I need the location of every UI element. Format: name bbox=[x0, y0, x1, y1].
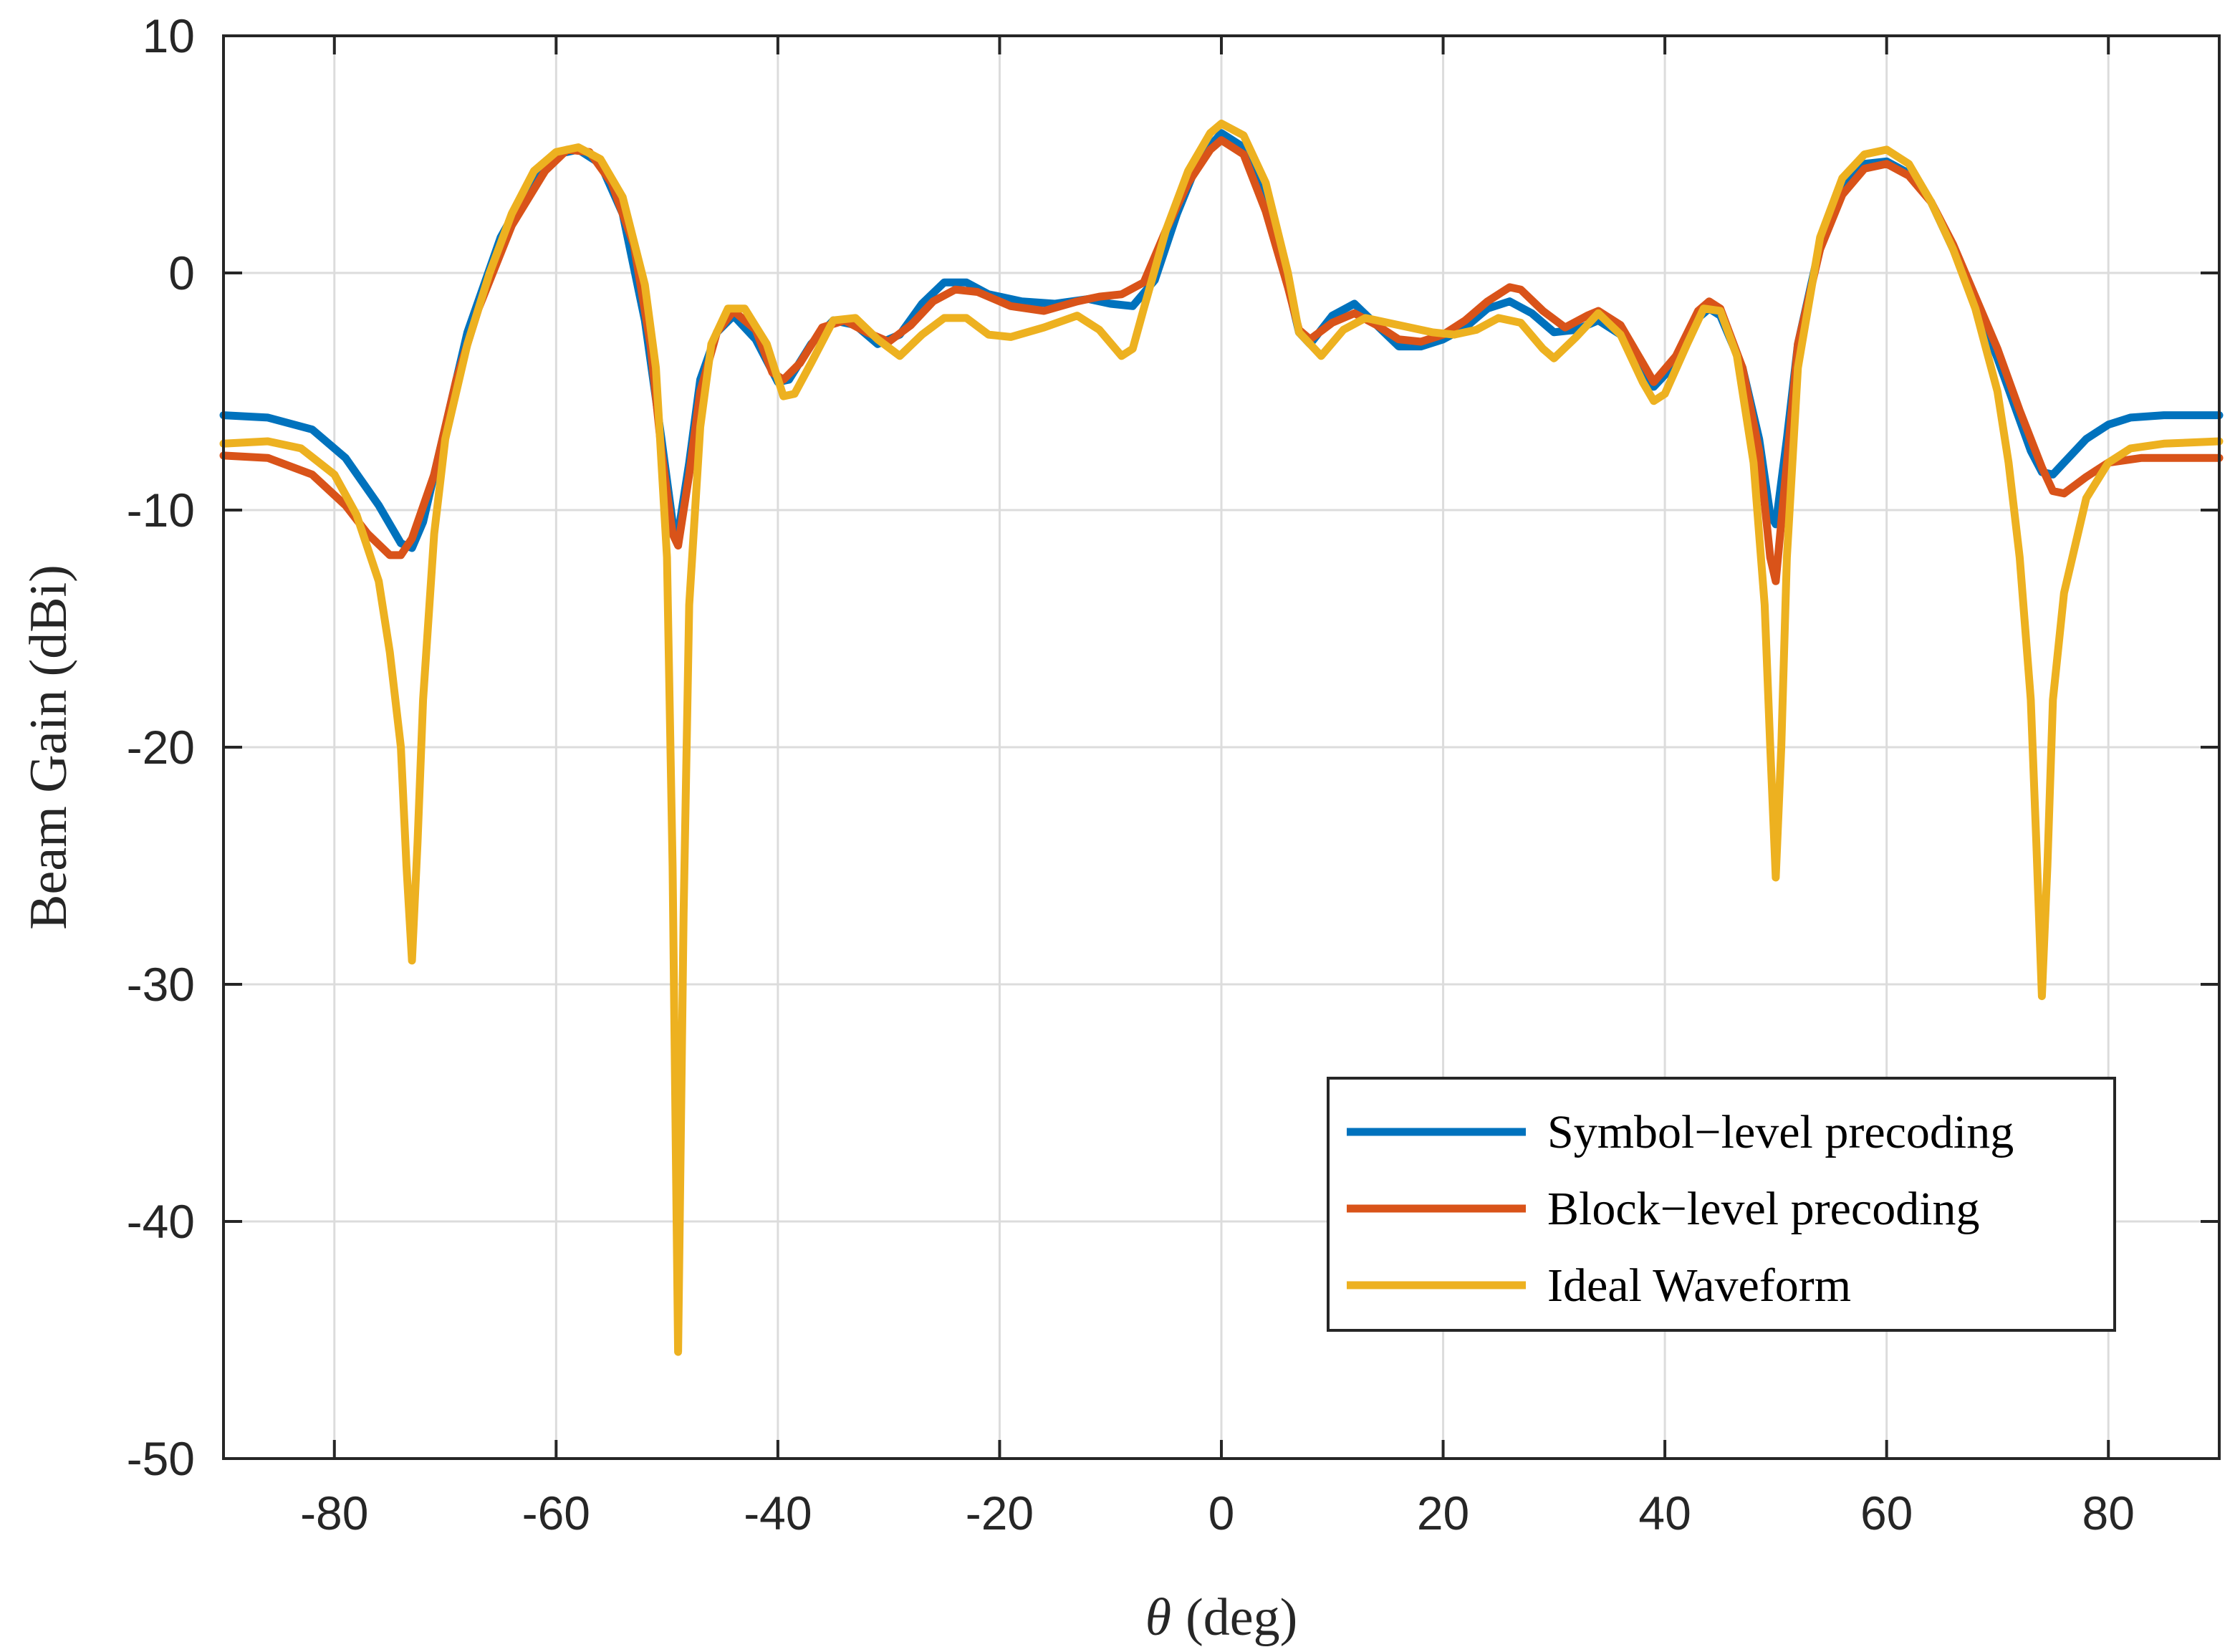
y-tick-label: -20 bbox=[127, 721, 195, 774]
legend-label-symbol-level-precoding: Symbol−level precoding bbox=[1547, 1106, 2014, 1158]
legend: Symbol−level precoding Block−level precod… bbox=[1327, 1077, 2116, 1332]
x-tick-label: -80 bbox=[300, 1487, 368, 1540]
y-tick-labels: 10 0 -10 -20 -30 -40 -50 bbox=[127, 9, 195, 1485]
y-tick-label: -40 bbox=[127, 1195, 195, 1248]
x-tick-label: -40 bbox=[744, 1487, 812, 1540]
x-tick-labels: -80 -60 -40 -20 0 20 40 60 80 bbox=[300, 1487, 2135, 1540]
x-axis-title: θ (deg) bbox=[1145, 1588, 1298, 1647]
x-axis-symbol: θ bbox=[1145, 1588, 1171, 1647]
legend-label-ideal-waveform: Ideal Waveform bbox=[1547, 1259, 1851, 1312]
y-tick-label: -10 bbox=[127, 484, 195, 537]
x-tick-label: -20 bbox=[966, 1487, 1034, 1540]
x-tick-label: 20 bbox=[1417, 1487, 1469, 1540]
legend-label-block-level-precoding: Block−level precoding bbox=[1547, 1183, 1980, 1235]
x-tick-label: 40 bbox=[1638, 1487, 1691, 1540]
series-layer bbox=[219, 120, 2224, 1356]
x-tick-label: -60 bbox=[522, 1487, 590, 1540]
x-tick-label: 60 bbox=[1860, 1487, 1913, 1540]
ticks bbox=[224, 34, 2219, 1460]
y-tick-label: -50 bbox=[127, 1432, 195, 1485]
x-tick-label: 80 bbox=[2082, 1487, 2135, 1540]
y-tick-label: 0 bbox=[168, 246, 195, 299]
x-axis-unit: (deg) bbox=[1186, 1588, 1297, 1647]
series-line-ideal-waveform bbox=[219, 120, 2224, 1356]
y-tick-label: -30 bbox=[127, 958, 195, 1011]
x-tick-label: 0 bbox=[1208, 1487, 1235, 1540]
y-axis-title: Beam Gain (dBi) bbox=[19, 565, 78, 930]
y-tick-label: 10 bbox=[143, 9, 195, 62]
